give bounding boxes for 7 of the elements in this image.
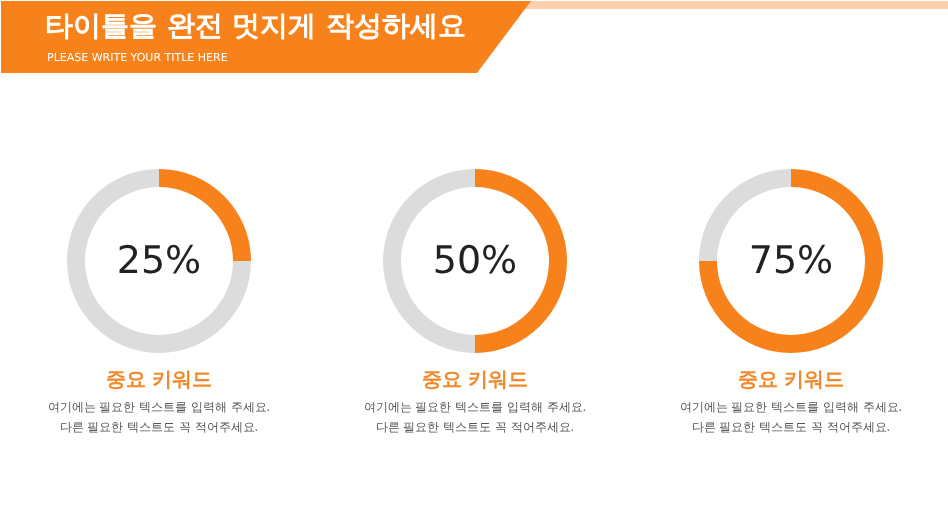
text: 50% xyxy=(432,239,518,283)
text: 75% xyxy=(748,239,834,283)
text: 중요 키워드 xyxy=(105,370,213,392)
text: 중요 키워드 xyxy=(421,370,529,392)
text: 25% xyxy=(116,239,202,283)
text: 중요 키워드 xyxy=(737,370,845,392)
text: 타이틀을 완전 멋지게 작성하세요 xyxy=(45,11,467,43)
